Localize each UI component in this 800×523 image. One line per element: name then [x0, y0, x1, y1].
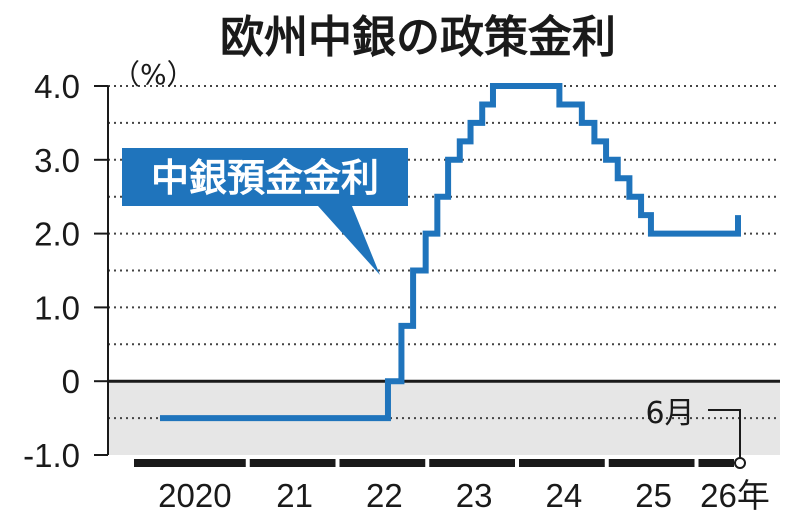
x-tick-label: 26年 — [700, 477, 770, 514]
x-axis-year-bar — [519, 459, 605, 467]
y-tick-label: 2.0 — [34, 216, 80, 253]
x-tick-labels: 2020 21 22 23 24 25 26年 — [158, 477, 770, 514]
callout-label: 中銀預金金利 — [151, 156, 379, 200]
x-axis-year-bar — [429, 459, 516, 467]
x-axis-year-bars — [134, 459, 734, 467]
x-axis-year-bar — [698, 459, 734, 467]
x-axis-year-bar — [339, 459, 426, 467]
annotation-marker — [734, 457, 746, 469]
x-axis-year-bar — [134, 459, 246, 467]
x-axis-year-bar — [608, 459, 695, 467]
annotation-label: 6月 — [645, 396, 694, 431]
chart-title: 欧州中銀の政策金利 — [220, 12, 616, 63]
y-tick-labels: 4.0 3.0 2.0 1.0 0 -1.0 — [23, 68, 108, 474]
x-tick-label: 24 — [546, 477, 583, 514]
y-tick-label: -1.0 — [23, 437, 80, 474]
y-unit-label: （%） — [112, 58, 195, 91]
series-line-deposit-rate — [160, 83, 741, 422]
x-axis-year-bar — [249, 459, 336, 467]
y-tick-label: 4.0 — [34, 68, 80, 105]
latest-annotation: 6月 — [645, 396, 746, 469]
x-tick-label: 23 — [456, 477, 493, 514]
annotation-leader-line — [708, 409, 741, 461]
callout-pointer — [318, 206, 380, 275]
callout-box — [122, 148, 408, 206]
x-tick-label: 25 — [635, 477, 672, 514]
y-tick-label: 1.0 — [34, 289, 80, 326]
x-tick-label: 22 — [366, 477, 403, 514]
gridlines — [108, 85, 780, 420]
x-tick-label: 2020 — [158, 477, 231, 514]
y-tick-label: 0 — [62, 363, 80, 400]
x-tick-label: 21 — [276, 477, 313, 514]
y-tick-label: 3.0 — [34, 142, 80, 179]
series-callout: 中銀預金金利 — [122, 148, 408, 275]
